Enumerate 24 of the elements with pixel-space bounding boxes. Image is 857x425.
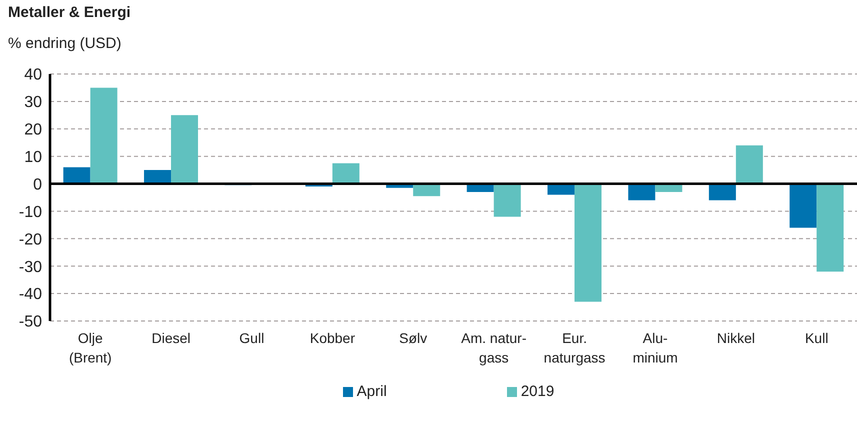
- y-tick-label: 20: [24, 122, 42, 139]
- x-tick-label: Am. natur- gass: [461, 330, 527, 366]
- x-tick-label: Nikkel: [716, 330, 756, 346]
- x-tick-label: Eur. naturgass: [544, 330, 606, 366]
- x-tick-label: Kull: [804, 330, 828, 346]
- x-tick-label: Kobber: [310, 330, 356, 346]
- chart-title: Metaller & Energi: [8, 4, 131, 21]
- y-tick-label: -50: [18, 314, 42, 331]
- x-tick-label: Olje (Brent): [68, 330, 112, 366]
- y-tick-label: -10: [18, 204, 42, 221]
- y-tick-label: -40: [18, 286, 42, 304]
- y-tick-label: 30: [24, 94, 42, 112]
- legend-label: April: [356, 383, 387, 400]
- y-tick-label: -30: [18, 258, 42, 276]
- legend-label: 2019: [520, 383, 554, 400]
- y-tick-label: 10: [24, 149, 42, 166]
- y-tick-label: 0: [33, 176, 42, 194]
- x-tick-label: Gull: [239, 330, 264, 346]
- x-tick-label: Sølv: [399, 330, 428, 346]
- y-tick-label: -20: [18, 231, 42, 248]
- x-tick-label: Diesel: [152, 330, 191, 346]
- y-tick-label: 40: [24, 66, 42, 84]
- x-tick-label: Alu- minium: [632, 330, 678, 366]
- y-axis-title: % endring (USD): [8, 35, 122, 52]
